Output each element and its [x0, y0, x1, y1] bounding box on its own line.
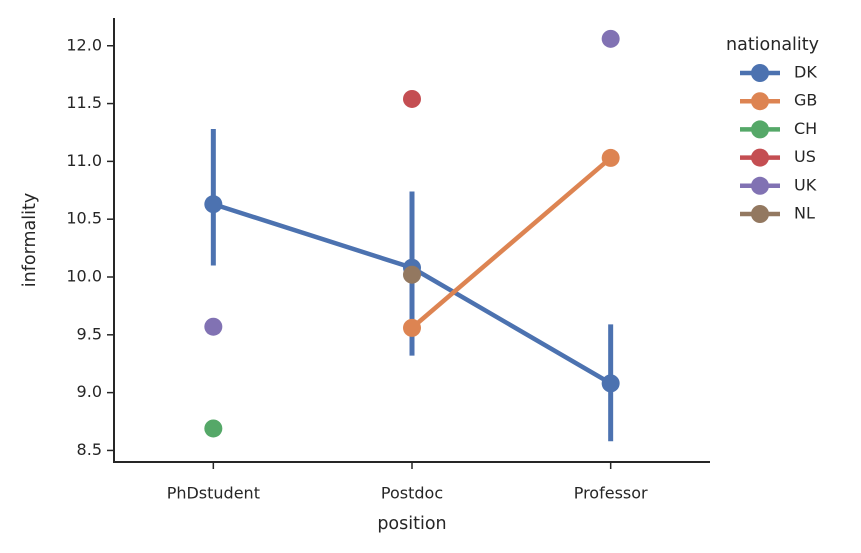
legend-label: UK: [794, 175, 817, 194]
legend-marker: [751, 120, 769, 139]
point: [601, 148, 620, 167]
legend-marker: [751, 176, 769, 195]
legend-label: DK: [794, 63, 817, 82]
y-tick-label: 9.5: [77, 324, 102, 343]
point: [403, 318, 421, 337]
legend-marker: [751, 92, 769, 111]
point: [403, 89, 421, 108]
y-tick-label: 11.0: [66, 151, 102, 170]
y-tick-label: 9.0: [77, 382, 102, 401]
point: [601, 29, 620, 48]
legend-marker: [751, 148, 769, 167]
x-tick-label: Postdoc: [381, 484, 443, 503]
legend-title: nationality: [726, 35, 819, 55]
point: [204, 195, 223, 214]
y-axis-label: informality: [20, 193, 40, 287]
x-tick-label: Professor: [574, 484, 648, 503]
y-tick-label: 12.0: [66, 35, 102, 54]
point: [204, 419, 223, 438]
legend-marker: [751, 205, 769, 223]
legend-label: GB: [794, 91, 817, 110]
point: [601, 374, 620, 393]
legend-label: CH: [794, 119, 817, 138]
legend-label: US: [794, 147, 816, 166]
y-tick-label: 11.5: [66, 93, 102, 112]
y-tick-label: 10.5: [66, 209, 102, 228]
series-line: [410, 156, 613, 330]
y-tick-label: 8.5: [77, 440, 102, 459]
legend-label: NL: [794, 204, 815, 223]
point: [403, 265, 421, 284]
x-tick-label: PhDstudent: [167, 484, 260, 503]
point: [204, 317, 223, 336]
y-tick-label: 10.0: [66, 267, 102, 286]
legend-marker: [751, 64, 769, 82]
x-axis-label: position: [377, 514, 446, 534]
